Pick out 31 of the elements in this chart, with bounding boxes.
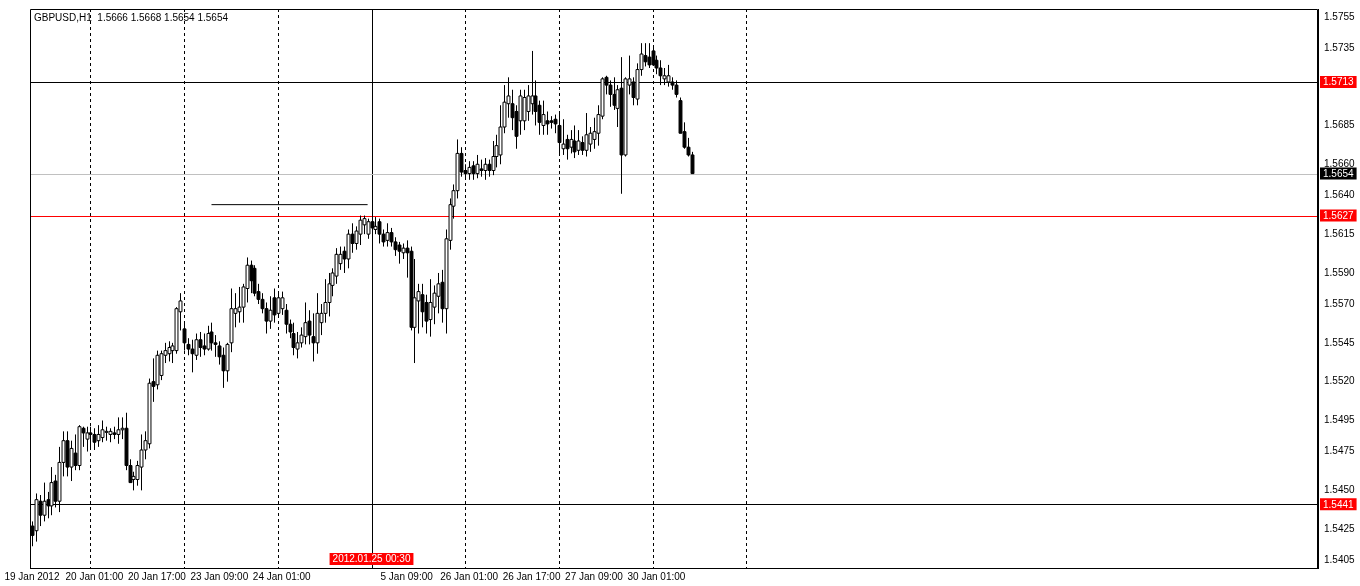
x-tick-label: 24 Jan 01:00 (252, 570, 312, 582)
y-tick-label: 1.5590 (1324, 266, 1356, 278)
y-tick-label: 1.5615 (1324, 227, 1356, 239)
y-tick-label: 1.5755 (1324, 10, 1356, 22)
y-tick-label: 1.5570 (1324, 297, 1356, 309)
y-tick-label: 1.5545 (1324, 336, 1356, 348)
x-tick-label: 30 Jan 01:00 (627, 570, 686, 582)
y-tick-label: 1.5520 (1324, 375, 1356, 387)
x-tick-label: 27 Jan 09:00 (565, 570, 624, 582)
x-tick-label: 5 Jan 09:00 (380, 570, 434, 582)
x-tick-label: 20 Jan 01:00 (65, 570, 124, 582)
y-tick-label: 1.5735 (1324, 41, 1356, 53)
x-tick-label: 19 Jan 2012 (4, 570, 60, 582)
y-tick-label: 1.5475 (1324, 445, 1356, 457)
ref-line-label: 1.5441 (1323, 498, 1355, 510)
y-tick-label: 1.5405 (1324, 553, 1356, 565)
annotation: 2012.01.25 00:30 (332, 553, 411, 565)
ref-line-label: 1.5713 (1323, 76, 1355, 88)
y-tick-label: 1.5425 (1324, 522, 1356, 534)
y-tick-label: 1.5660 (1324, 158, 1356, 170)
ref-line-label: 1.5627 (1323, 209, 1355, 221)
x-tick-label: 26 Jan 01:00 (440, 570, 499, 582)
x-tick-label: 26 Jan 17:00 (502, 570, 561, 582)
y-tick-label: 1.5640 (1324, 189, 1356, 201)
x-tick-label: 23 Jan 09:00 (190, 570, 249, 582)
ref-line-label: 1.5654 (1323, 167, 1355, 179)
chart-title: GBPUSD,H1 1.5666 1.5668 1.5654 1.5654 (34, 11, 229, 23)
x-tick-label: 20 Jan 17:00 (127, 570, 187, 582)
y-tick-label: 1.5495 (1324, 414, 1356, 426)
y-tick-label: 1.5450 (1324, 484, 1356, 496)
y-tick-label: 1.5685 (1324, 119, 1356, 131)
